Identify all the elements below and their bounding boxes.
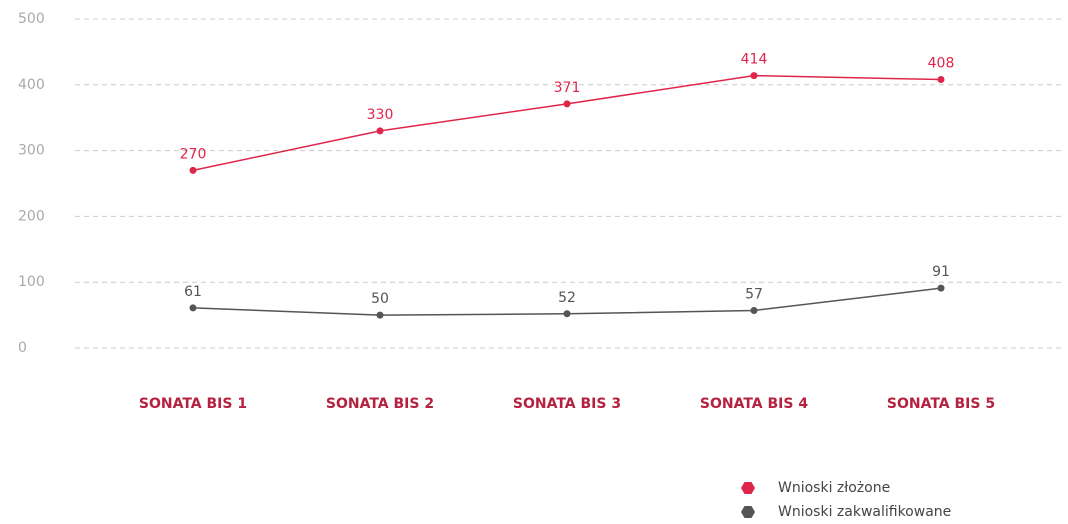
data-label: 414 <box>741 52 768 68</box>
legend-label: Wnioski złożone <box>778 480 890 496</box>
y-tick-label: 100 <box>18 274 45 290</box>
data-point <box>563 100 571 108</box>
y-tick-label: 300 <box>18 143 45 159</box>
y-tick-label: 200 <box>18 208 45 224</box>
x-tick-label: SONATA BIS 4 <box>700 396 808 412</box>
data-point <box>563 310 571 318</box>
data-point <box>750 306 758 314</box>
x-tick-label: SONATA BIS 2 <box>326 396 434 412</box>
data-point <box>937 284 945 292</box>
x-tick-label: SONATA BIS 3 <box>513 396 621 412</box>
data-label: 61 <box>184 284 202 300</box>
data-point <box>376 127 384 135</box>
data-point <box>376 311 384 319</box>
x-tick-label: SONATA BIS 1 <box>139 396 247 412</box>
data-label: 408 <box>928 56 955 72</box>
legend-label: Wnioski zakwalifikowane <box>778 504 951 520</box>
data-label: 91 <box>932 264 950 280</box>
y-tick-label: 500 <box>18 11 45 27</box>
data-point <box>937 76 945 84</box>
x-tick-label: SONATA BIS 5 <box>887 396 995 412</box>
data-label: 50 <box>371 291 389 307</box>
data-point <box>189 304 197 312</box>
legend-marker <box>741 481 755 495</box>
data-label: 57 <box>745 286 763 302</box>
data-point <box>750 72 758 80</box>
data-label: 52 <box>558 290 576 306</box>
data-label: 330 <box>367 107 394 123</box>
y-tick-label: 0 <box>18 340 27 356</box>
legend-marker <box>741 505 755 519</box>
data-label: 371 <box>554 80 581 96</box>
data-point <box>189 166 197 174</box>
y-tick-label: 400 <box>18 77 45 93</box>
data-label: 270 <box>180 146 207 162</box>
